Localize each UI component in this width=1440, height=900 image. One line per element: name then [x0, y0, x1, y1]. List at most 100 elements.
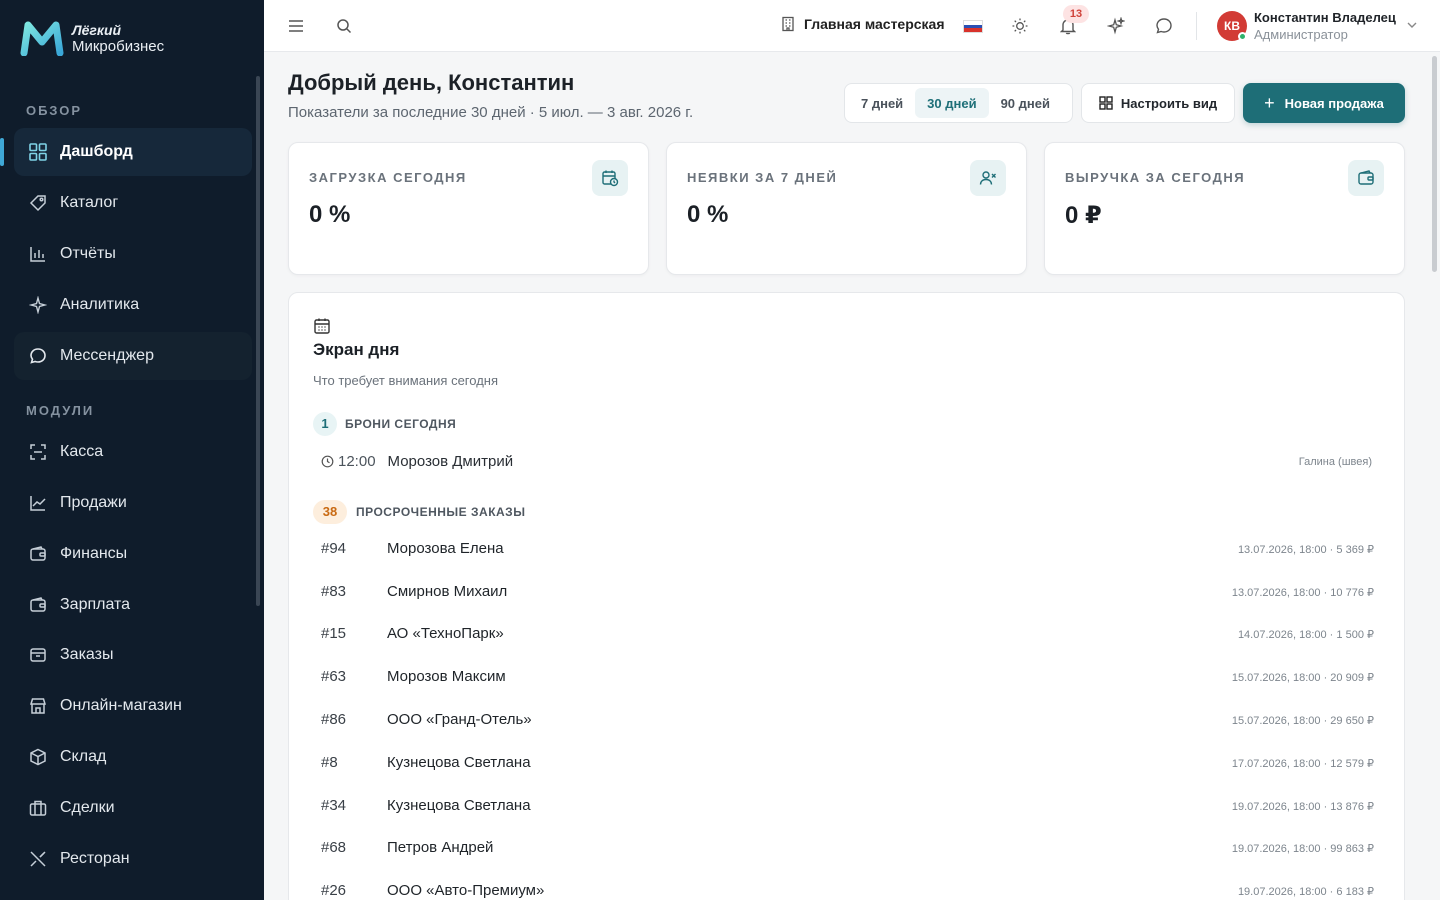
plus-icon: +: [1264, 92, 1275, 113]
scan-icon: [28, 442, 48, 462]
sidebar-item-catalog[interactable]: Каталог: [14, 179, 252, 227]
sidebar-item-salary[interactable]: Зарплата: [14, 581, 252, 629]
booking-client: Морозов Дмитрий: [387, 453, 514, 470]
order-number: #94: [321, 540, 347, 557]
sidebar-item-label: Сделки: [60, 799, 115, 816]
order-client: Смирнов Михаил: [387, 583, 508, 600]
new-sale-button[interactable]: + Новая продажа: [1243, 83, 1405, 123]
kpi-card-no-shows[interactable]: НЕЯВКИ ЗА 7 ДНЕЙ 0 %: [666, 142, 1027, 275]
wallet-icon: [28, 595, 48, 615]
overdue-order-row[interactable]: #83 Смирнов Михаил 13.07.2026, 18:00 · 1…: [313, 573, 1382, 616]
order-meta: 19.07.2026, 18:00 · 13 876 ₽: [1231, 801, 1374, 813]
chevron-down-icon[interactable]: [1406, 18, 1418, 36]
user-x-icon: [970, 160, 1006, 196]
sidebar-item-restaurant[interactable]: Ресторан: [14, 835, 252, 883]
sidebar-item-cashbox[interactable]: Касса: [14, 428, 252, 476]
customize-view-label: Настроить вид: [1120, 95, 1218, 111]
order-meta: 17.07.2026, 18:00 · 12 579 ₽: [1231, 758, 1374, 770]
range-7-days-button[interactable]: 7 дней: [861, 95, 904, 111]
sidebar-item-analytics[interactable]: Аналитика: [14, 281, 252, 329]
topbar: Главная мастерская 13 КВ Константин Влад…: [264, 0, 1440, 52]
wallet-icon: [1348, 160, 1384, 196]
order-client: Кузнецова Светлана: [387, 797, 531, 814]
store-icon: [28, 696, 48, 716]
overdue-order-row[interactable]: #94 Морозова Елена 13.07.2026, 18:00 · 5…: [313, 530, 1382, 573]
range-30-days-button[interactable]: 30 дней: [915, 88, 989, 118]
sidebar-item-label: Отчёты: [60, 245, 116, 262]
sidebar-section-overview: ОБЗОР: [26, 103, 83, 118]
order-client: ООО «Авто-Премиум»: [387, 882, 545, 899]
calendar-clock-icon: [592, 160, 628, 196]
period-switcher: 7 дней 30 дней 90 дней: [844, 83, 1073, 123]
theme-sun-icon[interactable]: [1009, 15, 1031, 37]
sidebar-item-orders[interactable]: Заказы: [14, 631, 252, 679]
sidebar-item-reports[interactable]: Отчёты: [14, 230, 252, 278]
order-client: Морозова Елена: [387, 540, 504, 557]
sidebar-item-label: Аналитика: [60, 296, 140, 313]
order-meta: 15.07.2026, 18:00 · 29 650 ₽: [1231, 715, 1374, 727]
kpi-value: 0 ₽: [1065, 202, 1102, 229]
sidebar-item-label: Заказы: [60, 646, 114, 663]
dashboard-icon: [28, 142, 48, 162]
sparkle-icon[interactable]: [1105, 15, 1127, 37]
booking-row[interactable]: 12:00 Морозов Дмитрий: [321, 453, 513, 470]
workshop-name: Главная мастерская: [804, 16, 945, 32]
overdue-order-row[interactable]: #15 АО «ТехноПарк» 14.07.2026, 18:00 · 1…: [313, 615, 1382, 658]
kpi-label: ЗАГРУЗКА СЕГОДНЯ: [309, 170, 467, 185]
order-client: Морозов Максим: [387, 668, 506, 685]
wallet-icon: [28, 544, 48, 564]
box-icon: [28, 645, 48, 665]
customize-view-button[interactable]: Настроить вид: [1081, 83, 1235, 123]
language-flag-icon[interactable]: [963, 20, 983, 33]
range-90-days-button[interactable]: 90 дней: [1000, 95, 1050, 111]
sidebar-item-warehouse[interactable]: Склад: [14, 733, 252, 781]
sidebar-item-deals[interactable]: Сделки: [14, 784, 252, 832]
sidebar-item-messenger[interactable]: Мессенджер: [14, 332, 252, 380]
new-sale-label: Новая продажа: [1284, 95, 1384, 111]
sidebar-item-sales[interactable]: Продажи: [14, 479, 252, 527]
sidebar-item-label: Финансы: [60, 545, 128, 562]
order-number: #15: [321, 625, 347, 642]
briefcase-icon: [28, 798, 48, 818]
page-scrollbar[interactable]: [1432, 56, 1437, 272]
sidebar-item-label: Мессенджер: [60, 347, 154, 364]
user-role: Администратор: [1254, 27, 1348, 42]
overdue-count-badge: 38: [313, 500, 347, 524]
order-number: #86: [321, 711, 347, 728]
order-client: Кузнецова Светлана: [387, 754, 531, 771]
bookings-section-label: БРОНИ СЕГОДНЯ: [345, 417, 457, 431]
sidebar-item-online-store[interactable]: Онлайн-магазин: [14, 682, 252, 730]
sidebar-scrollbar[interactable]: [256, 76, 260, 606]
overdue-order-row[interactable]: #68 Петров Андрей 19.07.2026, 18:00 · 99…: [313, 829, 1382, 872]
overdue-order-row[interactable]: #26 ООО «Авто-Премиум» 19.07.2026, 18:00…: [313, 872, 1382, 900]
sidebar-item-finance[interactable]: Финансы: [14, 530, 252, 578]
kpi-label: ВЫРУЧКА ЗА СЕГОДНЯ: [1065, 170, 1246, 185]
layout-grid-icon: [1099, 96, 1113, 110]
overdue-order-row[interactable]: #8 Кузнецова Светлана 17.07.2026, 18:00 …: [313, 744, 1382, 787]
order-number: #26: [321, 882, 347, 899]
sidebar-item-dashboard[interactable]: Дашборд: [0, 128, 252, 176]
calendar-icon: [313, 317, 331, 340]
menu-icon[interactable]: [285, 15, 307, 37]
overdue-section-label: ПРОСРОЧЕННЫЕ ЗАКАЗЫ: [356, 505, 526, 519]
user-name[interactable]: Константин Владелец: [1254, 10, 1396, 25]
sparkle-icon: [28, 295, 48, 315]
search-icon[interactable]: [333, 15, 355, 37]
order-meta: 19.07.2026, 18:00 · 6 183 ₽: [1237, 886, 1374, 898]
package-icon: [28, 747, 48, 767]
overdue-order-row[interactable]: #63 Морозов Максим 15.07.2026, 18:00 · 2…: [313, 658, 1382, 701]
workshop-selector[interactable]: Главная мастерская: [780, 16, 945, 32]
kpi-card-revenue-today[interactable]: ВЫРУЧКА ЗА СЕГОДНЯ 0 ₽: [1044, 142, 1405, 275]
overdue-order-row[interactable]: #86 ООО «Гранд-Отель» 15.07.2026, 18:00 …: [313, 701, 1382, 744]
overdue-order-row[interactable]: #34 Кузнецова Светлана 19.07.2026, 18:00…: [313, 787, 1382, 830]
chart-line-icon: [28, 493, 48, 513]
notification-badge: 13: [1063, 5, 1089, 23]
online-status-dot: [1238, 32, 1247, 41]
kpi-card-load-today[interactable]: ЗАГРУЗКА СЕГОДНЯ 0 %: [288, 142, 649, 275]
sidebar-section-modules: МОДУЛИ: [26, 403, 95, 418]
app-logo[interactable]: Лёгкий Микробизнес: [20, 20, 164, 56]
sidebar-item-label: Продажи: [60, 494, 127, 511]
clock-icon: [321, 455, 334, 468]
order-meta: 14.07.2026, 18:00 · 1 500 ₽: [1237, 629, 1374, 641]
chat-icon[interactable]: [1153, 15, 1175, 37]
